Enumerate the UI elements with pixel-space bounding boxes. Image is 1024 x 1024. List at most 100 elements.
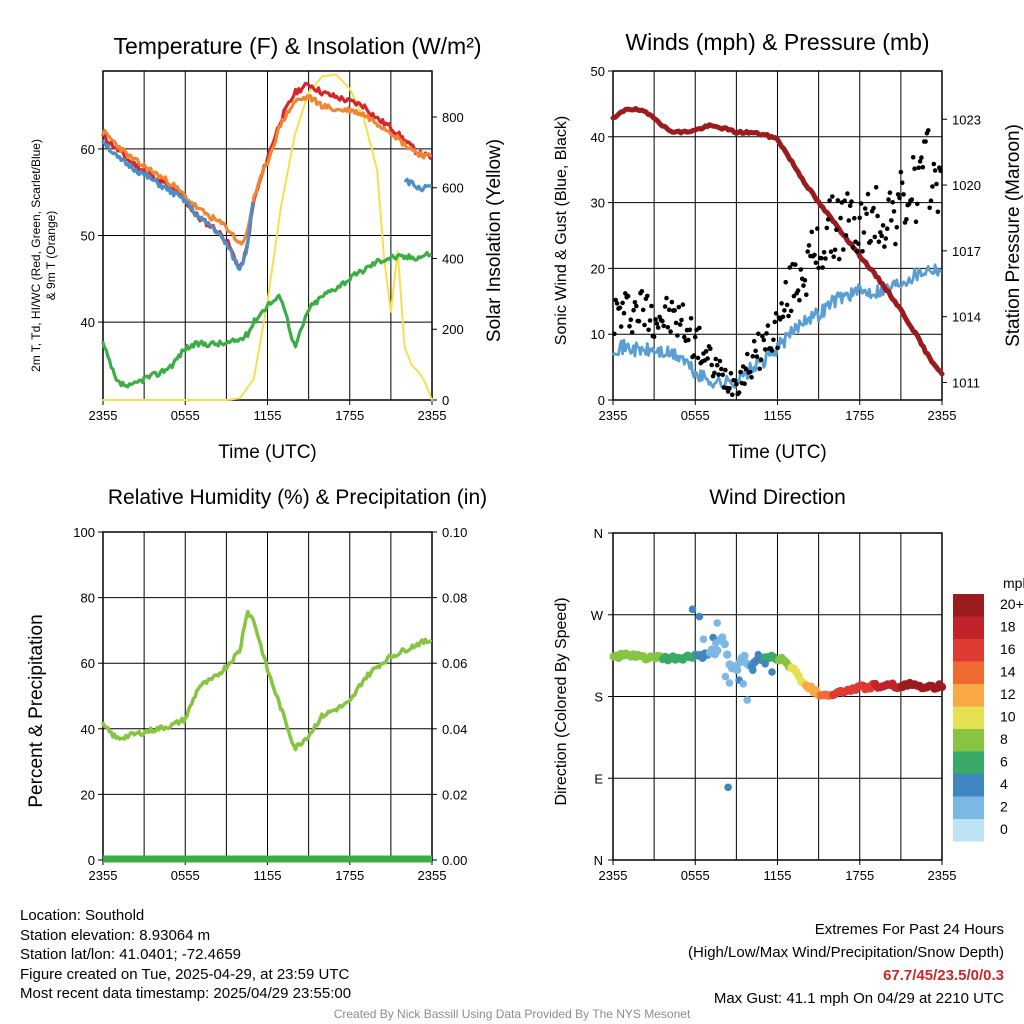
pressure-ytick-label: 1017 — [952, 244, 981, 259]
colorbar-label: 20+ — [1000, 596, 1024, 612]
gust-point — [795, 288, 801, 293]
gust-point — [728, 371, 734, 376]
temp-series-line-2 — [101, 251, 432, 389]
insolation-ytick-label: 400 — [442, 251, 464, 266]
colorbar-label: 6 — [1000, 754, 1008, 770]
panel-humidity-xtick-label: 2355 — [89, 868, 118, 883]
gust-point — [745, 351, 750, 357]
pressure-ytick-label: 1014 — [952, 310, 981, 325]
insolation-ytick-label: 600 — [442, 181, 464, 196]
panel-direction-xtick-label: 2355 — [599, 868, 628, 883]
gust-point — [660, 318, 665, 324]
gust-point — [786, 313, 791, 319]
rh-ytick-label: 60 — [81, 656, 95, 671]
wind-ytick-label: 50 — [591, 64, 605, 79]
gust-point — [873, 185, 879, 190]
gust-point — [832, 247, 838, 253]
colorbar-swatch — [953, 819, 984, 842]
rh-ytick-label: 40 — [81, 722, 95, 737]
gust-point — [682, 334, 687, 340]
insolation-ytick-label: 800 — [442, 110, 464, 125]
gust-point — [618, 324, 624, 329]
direction-point — [707, 645, 716, 654]
temp-series-line-0 — [101, 81, 432, 271]
gust-point — [805, 249, 810, 254]
direction-point — [761, 660, 769, 668]
pressure-y-axis-label: Station Pressure (Maroon) — [1003, 124, 1024, 347]
dir-ytick-label: W — [591, 608, 604, 623]
temp-ytick-label: 50 — [81, 229, 95, 244]
direction-point — [732, 665, 742, 675]
gust-point — [938, 168, 943, 174]
gust-point — [899, 180, 905, 185]
gust-point — [793, 262, 798, 267]
gust-point — [771, 337, 776, 343]
panel-humidity-xtick-label: 0555 — [171, 868, 200, 883]
gust-point — [614, 301, 620, 306]
station-location: Location: Southold — [20, 907, 145, 924]
dir-ytick-label: S — [594, 690, 603, 705]
gust-point — [625, 293, 631, 299]
colorbar-swatch — [953, 684, 984, 707]
direction-point — [724, 783, 732, 792]
colorbar-label: 8 — [1000, 731, 1008, 747]
gust-point — [712, 370, 717, 376]
gust-point — [780, 314, 786, 320]
rh-ytick-label: 20 — [81, 787, 95, 802]
gust-point — [631, 307, 636, 313]
direction-point — [718, 633, 727, 642]
gust-point — [692, 334, 698, 340]
gust-point — [821, 250, 827, 255]
precip-ytick-label: 0.04 — [442, 722, 467, 737]
gust-point — [621, 310, 627, 316]
credit-line: Created By Nick Bassill Using Data Provi… — [333, 1007, 691, 1021]
rh-ytick-label: 80 — [81, 591, 95, 606]
wind-ytick-label: 40 — [591, 130, 605, 145]
panel-humidity-xtick-label: 2355 — [418, 868, 447, 883]
gust-point — [894, 225, 900, 230]
gust-point — [868, 238, 873, 244]
gust-point — [883, 236, 889, 241]
gust-point — [640, 307, 646, 313]
colorbar-swatch — [953, 729, 984, 752]
gust-point — [762, 347, 768, 352]
gust-point — [647, 318, 653, 323]
gust-point — [612, 331, 617, 337]
gust-point — [709, 362, 714, 368]
direction-point — [749, 666, 757, 674]
gust-point — [757, 366, 762, 372]
gust-point — [813, 260, 819, 266]
max-gust: Max Gust: 41.1 mph On 04/29 at 2210 UTC — [713, 990, 1004, 1007]
panel-winds-xtick-label: 2355 — [599, 408, 628, 423]
dir-ytick-label: E — [594, 771, 603, 786]
gust-point — [898, 169, 904, 175]
gust-point — [772, 319, 778, 325]
direction-point — [768, 668, 776, 676]
panel-winds-xtick-label: 0555 — [681, 408, 710, 423]
temp-series-line-3 — [101, 140, 432, 271]
direction-point — [725, 679, 734, 687]
direction-point — [743, 696, 752, 704]
gust-point — [713, 356, 719, 362]
gust-point — [672, 308, 677, 313]
wind-ytick-label: 30 — [591, 196, 605, 211]
gust-point — [649, 303, 654, 309]
gust-point — [828, 249, 834, 254]
dir-y-axis-label: Direction (Colored By Speed) — [553, 597, 570, 805]
gust-point — [751, 338, 757, 344]
gust-point — [627, 324, 632, 329]
gust-point — [887, 190, 893, 195]
gust-point — [865, 191, 871, 197]
direction-point — [699, 635, 708, 644]
colorbar-swatch — [953, 706, 984, 729]
gust-point — [861, 230, 867, 235]
gust-point — [875, 213, 880, 219]
gust-point — [758, 357, 764, 363]
panel-humidity-xtick-label: 1155 — [254, 868, 282, 883]
colorbar-swatch — [953, 616, 984, 639]
panel-temperature-xtick-label: 2355 — [418, 408, 447, 423]
gust-point — [895, 192, 901, 197]
gust-point — [880, 223, 886, 228]
pressure-ytick-label: 1020 — [952, 178, 981, 193]
